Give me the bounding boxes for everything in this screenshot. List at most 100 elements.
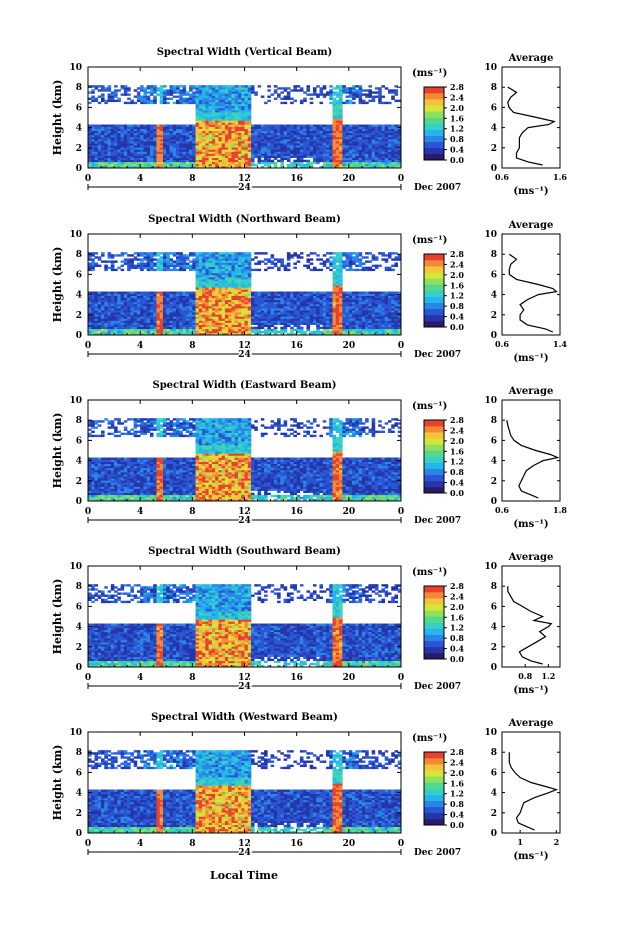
heatmap-cell xyxy=(231,149,236,152)
heatmap-cell xyxy=(211,132,216,136)
heatmap-cell xyxy=(280,128,284,132)
heatmap-cell xyxy=(394,128,399,132)
heatmap-cell xyxy=(322,301,327,305)
heatmap-cell xyxy=(101,147,105,150)
heatmap-cell xyxy=(319,258,324,261)
heatmap-cell xyxy=(169,147,174,150)
heatmap-cell xyxy=(329,101,333,105)
heatmap-cell xyxy=(273,145,278,148)
heatmap-cell xyxy=(159,101,164,105)
heatmap-cell xyxy=(101,308,105,311)
heatmap-cell xyxy=(156,153,161,156)
heatmap-cell xyxy=(234,254,239,257)
heatmap-cell xyxy=(149,93,154,96)
heatmap-cell xyxy=(176,299,180,303)
heatmap-cell xyxy=(332,136,337,140)
heatmap-cell xyxy=(391,124,395,127)
heatmap-cell xyxy=(296,89,301,92)
heatmap-cell xyxy=(208,324,213,328)
heatmap-cell xyxy=(329,316,333,319)
heatmap-cell xyxy=(156,326,161,330)
heatmap-cell xyxy=(123,262,128,265)
heatmap-cell xyxy=(228,297,232,301)
heatmap-cell xyxy=(133,324,138,328)
heatmap-cell xyxy=(195,153,200,156)
heatmap-cell xyxy=(202,306,206,309)
heatmap-cell xyxy=(149,89,154,92)
heatmap-cell xyxy=(195,122,200,125)
heatmap-cell xyxy=(215,270,219,274)
heatmap-cell xyxy=(94,139,99,142)
heatmap-cell xyxy=(182,89,187,92)
heatmap-cell xyxy=(91,145,95,148)
heatmap-cell xyxy=(205,316,209,319)
heatmap-cell xyxy=(228,95,232,98)
heatmap-cell xyxy=(110,260,115,263)
heatmap-cell xyxy=(224,126,229,129)
heatmap-cell xyxy=(228,254,232,257)
heatmap-cell xyxy=(195,120,200,123)
heatmap-cell xyxy=(91,320,95,323)
heatmap-cell xyxy=(394,89,399,92)
heatmap-cell xyxy=(267,128,271,132)
heatmap-cell xyxy=(120,268,125,272)
heatmap-cell xyxy=(224,310,229,313)
heatmap-cell xyxy=(254,145,258,148)
heatmap-cell xyxy=(329,95,333,98)
heatmap-cell xyxy=(114,159,118,163)
heatmap-cell xyxy=(339,128,343,132)
heatmap-cell xyxy=(237,316,242,319)
heatmap-cell xyxy=(211,306,216,309)
heatmap-cell xyxy=(140,297,144,301)
heatmap-cell xyxy=(97,324,102,328)
heatmap-cell xyxy=(104,324,108,328)
heatmap-cell xyxy=(114,128,118,132)
heatmap-cell xyxy=(166,299,170,303)
heatmap-cell xyxy=(270,301,275,305)
heatmap-cell xyxy=(218,295,222,299)
heatmap-cell xyxy=(127,322,131,325)
heatmap-cell xyxy=(127,266,131,270)
heatmap-cell xyxy=(241,124,245,127)
heatmap-cell xyxy=(172,143,177,146)
heatmap-cell xyxy=(156,149,161,152)
colorbar-tick-label: 1.6 xyxy=(450,113,464,123)
heatmap-cell xyxy=(97,159,102,163)
heatmap-cell xyxy=(195,254,200,257)
heatmap-cell xyxy=(309,130,314,134)
heatmap-cell xyxy=(91,318,95,321)
heatmap-cell xyxy=(355,91,359,94)
heatmap-cell xyxy=(172,297,177,301)
heatmap-cell xyxy=(146,159,151,163)
heatmap-cell xyxy=(208,283,213,286)
heatmap-cell xyxy=(260,316,265,319)
heatmap-cell xyxy=(322,330,327,334)
heatmap-cell xyxy=(280,139,284,142)
heatmap-cell xyxy=(371,157,376,161)
heatmap-cell xyxy=(101,149,105,152)
heatmap-cell xyxy=(224,306,229,309)
heatmap-cell xyxy=(332,93,337,96)
heatmap-cell xyxy=(202,103,206,107)
heatmap-cell xyxy=(299,155,304,158)
heatmap-cell xyxy=(198,330,203,334)
heatmap-cell xyxy=(114,93,118,96)
heatmap-cell xyxy=(218,306,222,309)
heatmap-cell xyxy=(143,145,147,148)
heatmap-cell xyxy=(280,314,284,317)
heatmap-cell xyxy=(247,324,252,328)
heatmap-cell xyxy=(257,151,262,154)
heatmap-cell xyxy=(149,326,154,330)
heatmap-cell xyxy=(355,134,359,138)
heatmap-cell xyxy=(299,159,304,163)
heatmap-cell xyxy=(176,303,180,307)
heatmap-cell xyxy=(228,120,232,123)
heatmap-cell xyxy=(264,318,268,321)
heatmap-cell xyxy=(306,159,311,163)
heatmap-cell xyxy=(241,105,245,109)
heatmap-cell xyxy=(143,128,147,132)
heatmap-cell xyxy=(205,256,209,259)
heatmap-cell xyxy=(215,264,219,267)
heatmap-cell xyxy=(374,126,379,129)
heatmap-cell xyxy=(166,159,170,163)
